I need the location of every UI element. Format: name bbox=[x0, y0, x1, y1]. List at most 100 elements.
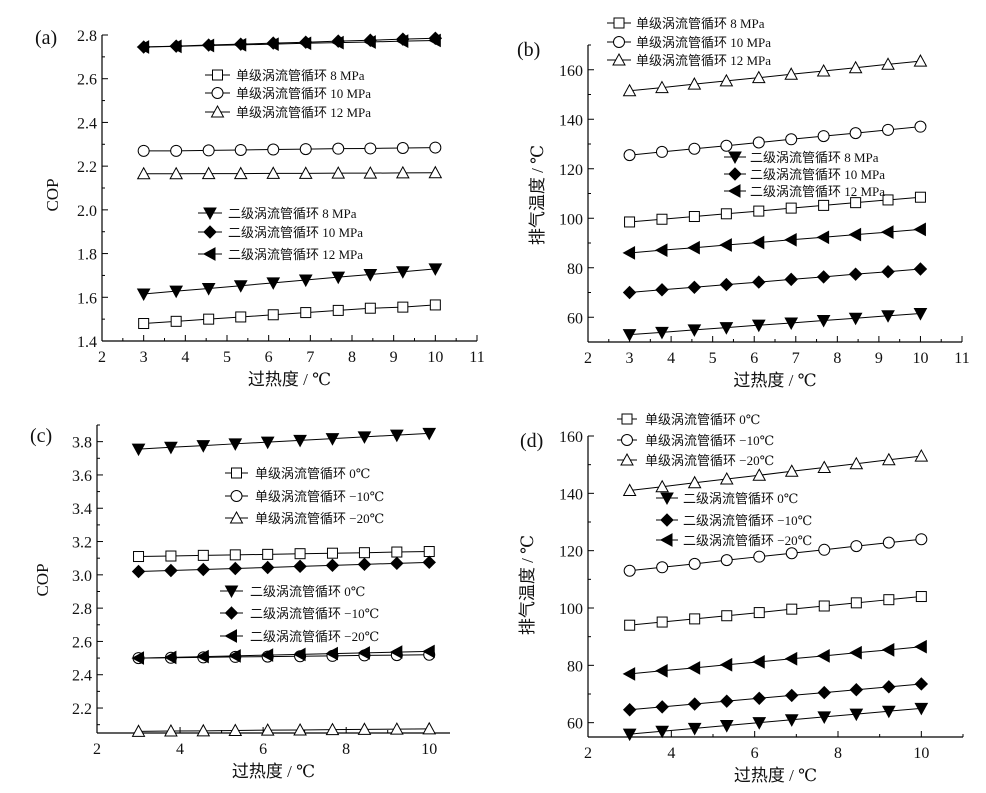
data-point bbox=[785, 133, 798, 146]
data-point bbox=[196, 562, 211, 577]
data-point bbox=[267, 143, 280, 156]
series-line bbox=[629, 707, 922, 735]
legend-marker bbox=[212, 69, 223, 81]
data-point bbox=[656, 616, 668, 628]
x-axis-label: 过热度 / ℃ bbox=[733, 371, 816, 390]
data-point bbox=[422, 644, 435, 659]
data-point bbox=[752, 655, 765, 669]
data-point bbox=[202, 144, 215, 157]
data-point bbox=[201, 283, 216, 296]
x-tick-label: 2 bbox=[584, 745, 592, 762]
legend-marker bbox=[202, 247, 216, 261]
data-point bbox=[688, 211, 700, 223]
x-tick-label: 4 bbox=[176, 741, 184, 758]
legend-entry: 单级涡流管循环 −20℃ bbox=[225, 510, 384, 526]
data-point bbox=[655, 663, 668, 678]
series-2 bbox=[136, 165, 443, 180]
chart-panel-d: 2 4 6 8 10 60 80 100 120 140 160 (d) 过热度 / ℃ 排气温度 / ℃… bbox=[518, 412, 964, 785]
data-point bbox=[267, 309, 279, 321]
data-point bbox=[266, 166, 281, 179]
panel-label: (d) bbox=[520, 430, 543, 452]
legend-label: 单级涡流管循环 8 MPa bbox=[236, 68, 365, 83]
chart-panel-b: 2 3 4 5 6 7 8 9 10 11 60 80 100 120 140 160 (b) 过热度 / ℃ 排气… bbox=[517, 16, 970, 390]
x-tick-label: 10 bbox=[421, 741, 437, 758]
data-point bbox=[915, 533, 928, 546]
series-line bbox=[629, 228, 921, 254]
legend-entry: 二级涡流管循环 −20℃ bbox=[220, 629, 379, 644]
legend-marker bbox=[224, 629, 237, 643]
data-point bbox=[753, 550, 766, 563]
data-point bbox=[786, 603, 798, 615]
data-point bbox=[688, 142, 701, 155]
series-line bbox=[143, 268, 436, 295]
data-point bbox=[784, 464, 799, 477]
series-line bbox=[629, 683, 922, 711]
series-line bbox=[138, 432, 430, 450]
data-point bbox=[689, 613, 701, 625]
series-line bbox=[138, 728, 430, 732]
data-point bbox=[913, 222, 926, 237]
x-tick-label: 10 bbox=[912, 350, 928, 367]
data-point bbox=[784, 272, 798, 287]
x-tick-label: 8 bbox=[834, 745, 842, 762]
data-point bbox=[266, 277, 281, 290]
data-point bbox=[163, 650, 177, 665]
x-tick-label: 10 bbox=[913, 745, 929, 762]
series-4 bbox=[131, 555, 436, 579]
x-tick-label: 2 bbox=[98, 349, 106, 366]
data-point bbox=[655, 725, 670, 739]
data-point bbox=[363, 269, 378, 282]
y-tick-label: 2.2 bbox=[72, 701, 92, 718]
data-point bbox=[751, 235, 765, 250]
data-point bbox=[687, 77, 702, 90]
data-point bbox=[622, 728, 637, 742]
series-line bbox=[629, 313, 921, 336]
data-point bbox=[655, 283, 669, 297]
series-line bbox=[143, 147, 436, 152]
data-point bbox=[849, 645, 862, 660]
data-point bbox=[389, 645, 403, 659]
legend-label: 单级涡流管循环 8 MPa bbox=[636, 16, 765, 31]
series-2 bbox=[622, 449, 929, 496]
y-tick-label: 2.4 bbox=[72, 668, 92, 685]
data-point bbox=[228, 561, 243, 576]
data-point bbox=[849, 456, 864, 470]
data-point bbox=[395, 165, 410, 179]
y-tick-label: 2.2 bbox=[77, 159, 97, 176]
y-tick-label: 3.0 bbox=[72, 568, 92, 585]
data-point bbox=[293, 722, 307, 736]
y-tick-label: 3.8 bbox=[72, 435, 92, 452]
data-point bbox=[326, 547, 338, 559]
series-2 bbox=[622, 54, 928, 97]
data-point bbox=[293, 559, 307, 574]
data-point bbox=[622, 246, 636, 260]
y-tick-label: 3.2 bbox=[72, 535, 92, 552]
data-point bbox=[299, 143, 312, 156]
legend-label: 单级涡流管循环 −10℃ bbox=[255, 489, 384, 504]
data-point bbox=[331, 271, 346, 285]
series-line bbox=[629, 268, 921, 293]
data-point bbox=[785, 547, 798, 560]
data-point bbox=[228, 723, 243, 737]
legend-entry: 二级涡流管循环 −20℃ bbox=[656, 533, 812, 548]
series-line bbox=[629, 455, 922, 491]
data-point bbox=[325, 722, 340, 736]
x-tick-label: 8 bbox=[348, 349, 356, 366]
data-point bbox=[131, 443, 146, 457]
data-point bbox=[914, 677, 929, 691]
data-point bbox=[298, 36, 312, 51]
data-point bbox=[654, 243, 668, 258]
data-point bbox=[395, 266, 410, 279]
data-point bbox=[751, 319, 766, 333]
series-3 bbox=[136, 263, 443, 302]
data-point bbox=[201, 38, 215, 53]
x-tick-label: 4 bbox=[181, 349, 189, 366]
data-point bbox=[817, 685, 831, 700]
data-point bbox=[390, 722, 404, 735]
series-4 bbox=[622, 677, 929, 717]
legend-entry: 单级涡流管循环 12 MPa bbox=[205, 104, 371, 120]
data-point bbox=[624, 619, 636, 631]
data-point bbox=[262, 548, 274, 560]
y-tick-label: 1.6 bbox=[77, 290, 97, 307]
data-point bbox=[785, 202, 797, 214]
